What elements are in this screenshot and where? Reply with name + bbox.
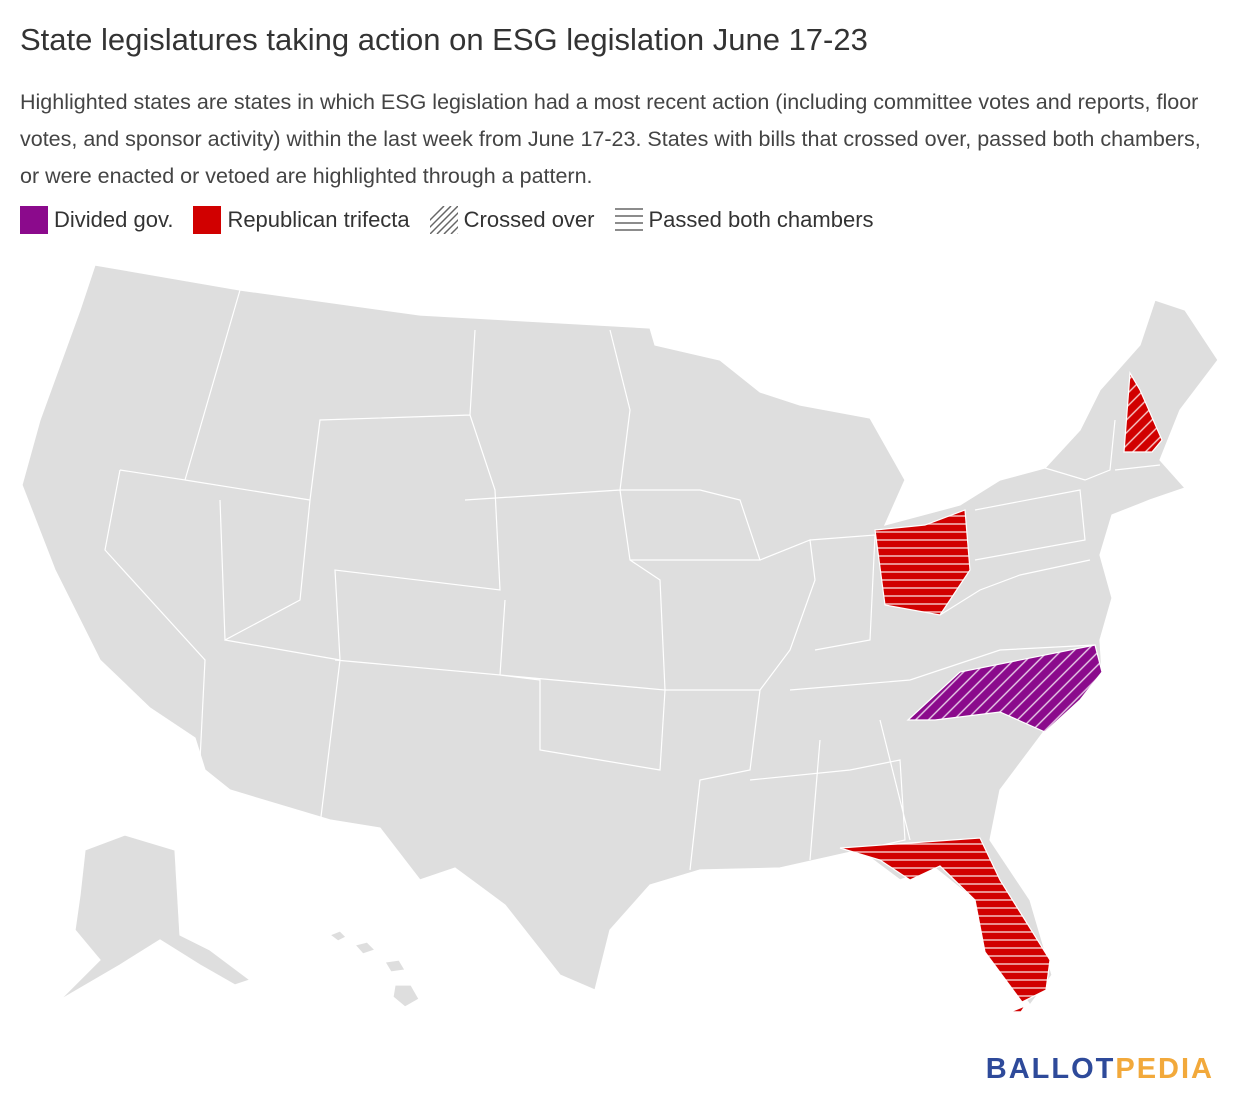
logo-second: PEDIA: [1115, 1053, 1214, 1085]
legend-swatch: [193, 206, 222, 234]
logo: BALLOTPEDIA: [986, 1053, 1214, 1086]
alaska: [59, 834, 252, 1001]
north-carolina-pattern: [908, 645, 1102, 732]
logo-first: BALLOT: [985, 1053, 1116, 1085]
legend-swatch: [20, 206, 48, 234]
hawaii: [328, 930, 420, 1008]
new-hampshire-pattern: [1124, 373, 1162, 452]
title: State legislatures taking action on ESG …: [20, 22, 868, 57]
base-states: [21, 264, 1219, 1008]
description: Highlighted states are states in which E…: [20, 90, 1201, 188]
legend-label: Republican trifecta: [227, 207, 410, 232]
legend-label: Crossed over: [463, 207, 595, 232]
legend-label: Passed both chambers: [648, 207, 874, 232]
legend-item: Republican trifecta: [193, 206, 410, 234]
legend-swatch: [429, 206, 458, 234]
map: [21, 264, 1219, 1013]
florida-pattern: [840, 838, 1050, 1012]
lower-48: [21, 264, 1219, 1007]
legend-item: Crossed over: [429, 206, 595, 234]
legend-label: Divided gov.: [54, 207, 174, 232]
legend: Divided gov. Republican trifecta Crossed o…: [20, 206, 874, 234]
state-borders: [104, 289, 1161, 871]
legend-item: Divided gov.: [20, 206, 173, 234]
legend-swatch: [614, 208, 643, 231]
ohio-pattern: [875, 510, 970, 615]
legend-item: Passed both chambers: [614, 206, 874, 234]
